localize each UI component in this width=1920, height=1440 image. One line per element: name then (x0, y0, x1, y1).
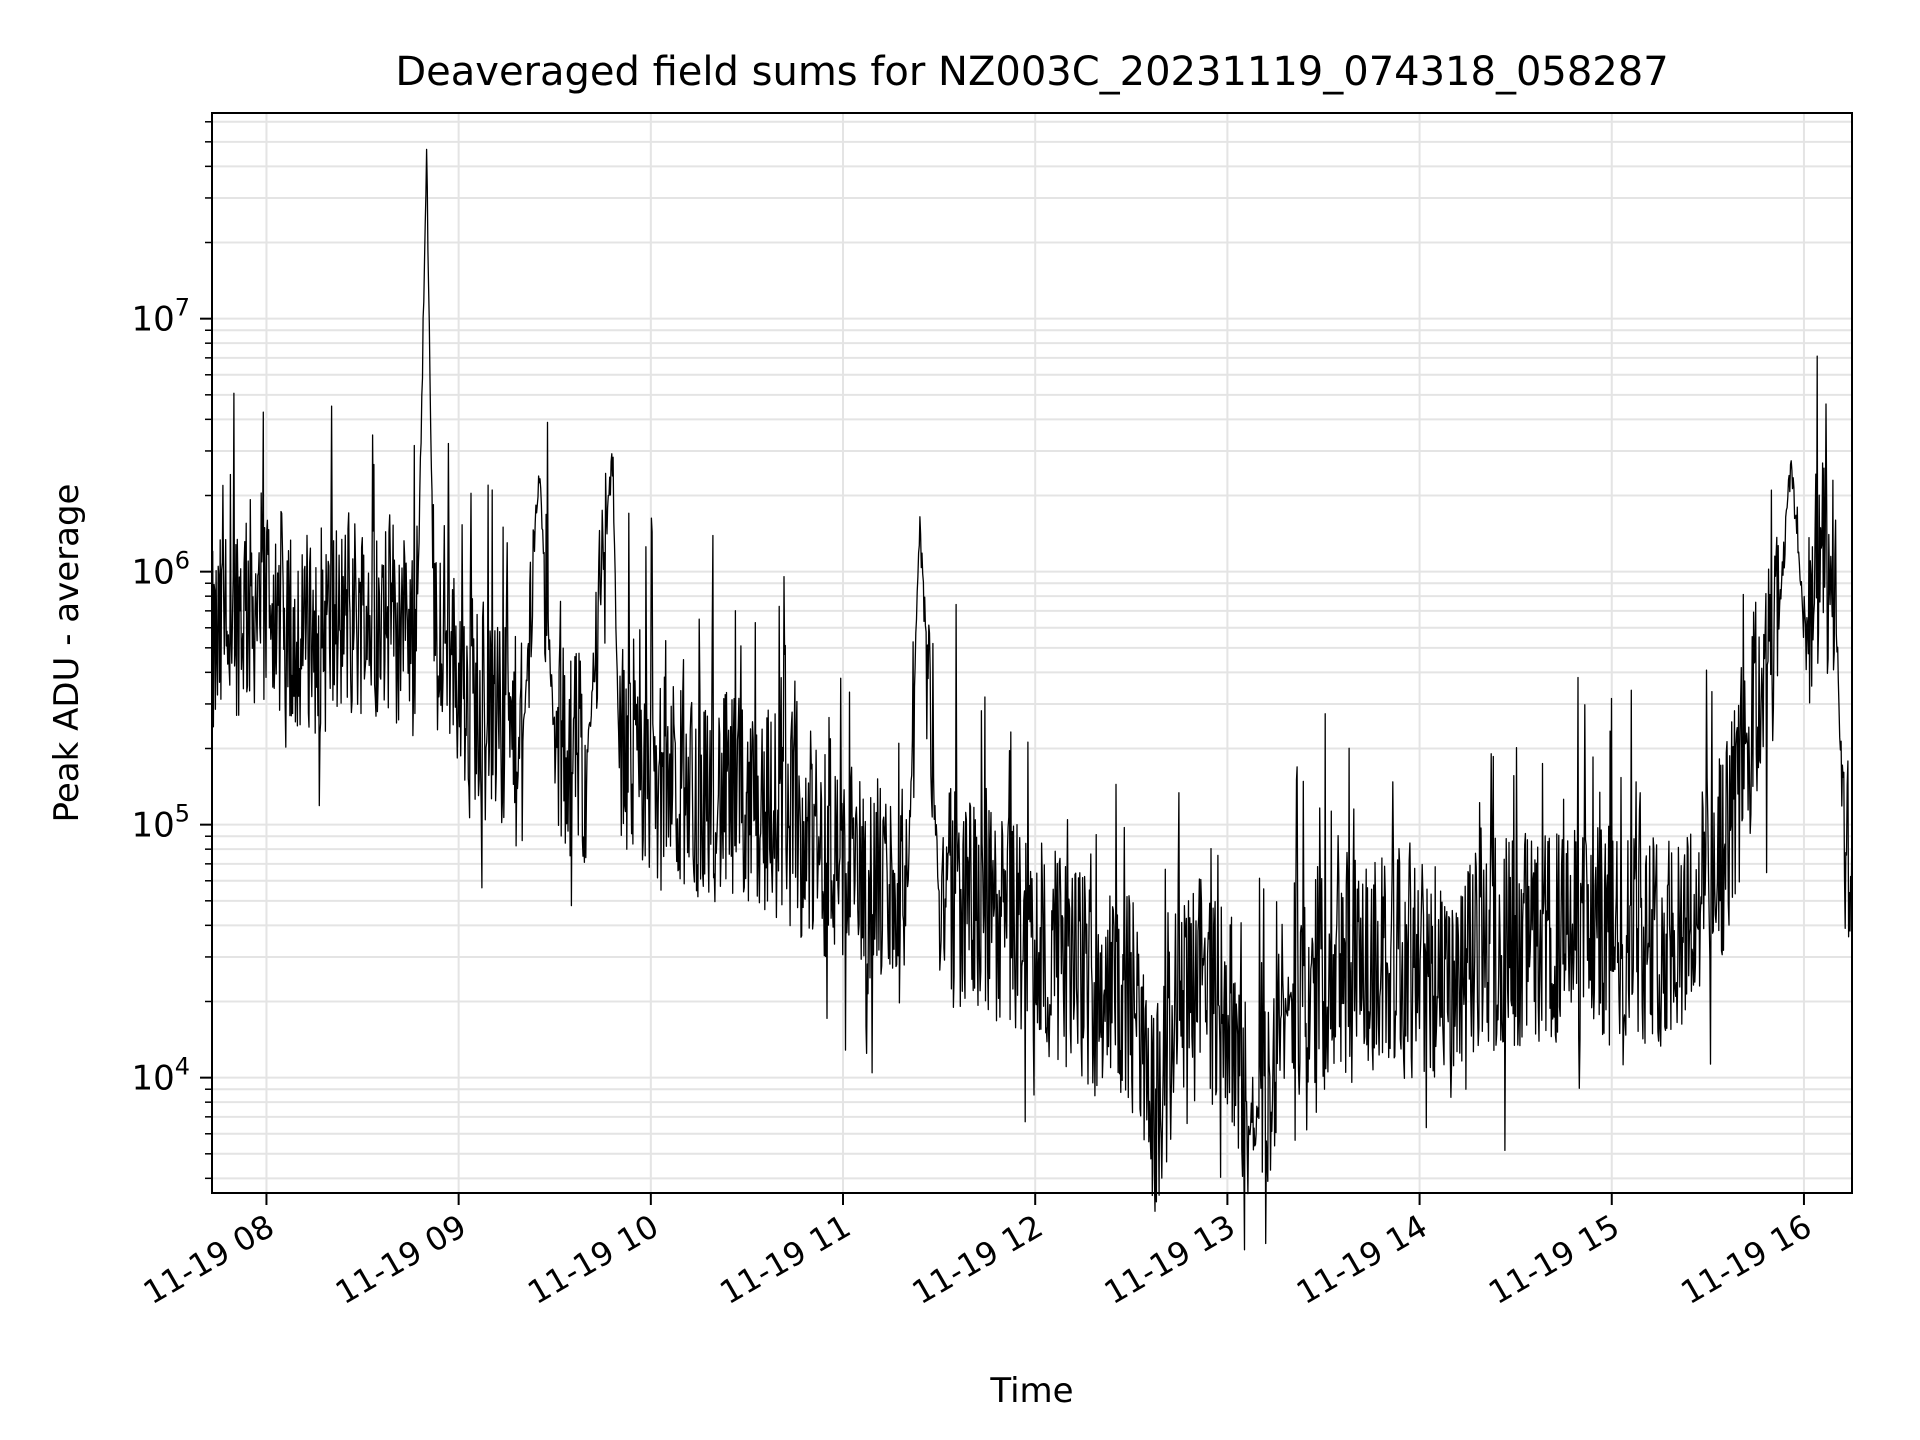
plot-area (211, 148, 1853, 1251)
y-tick-label: 106 (131, 547, 190, 593)
y-tick-label: 104 (131, 1053, 190, 1099)
y-tick-label: 107 (131, 294, 190, 340)
series-line (211, 148, 1853, 1251)
y-axis: 104 105 106 107 (131, 121, 212, 1180)
axes-frame (211, 112, 1853, 1194)
x-axis-label: Time (989, 1371, 1073, 1411)
chart-title: Deaveraged field sums for NZ003C_2023111… (395, 49, 1668, 95)
y-tick-label: 105 (131, 800, 190, 846)
y-axis-label: Peak ADU - average (47, 484, 87, 823)
